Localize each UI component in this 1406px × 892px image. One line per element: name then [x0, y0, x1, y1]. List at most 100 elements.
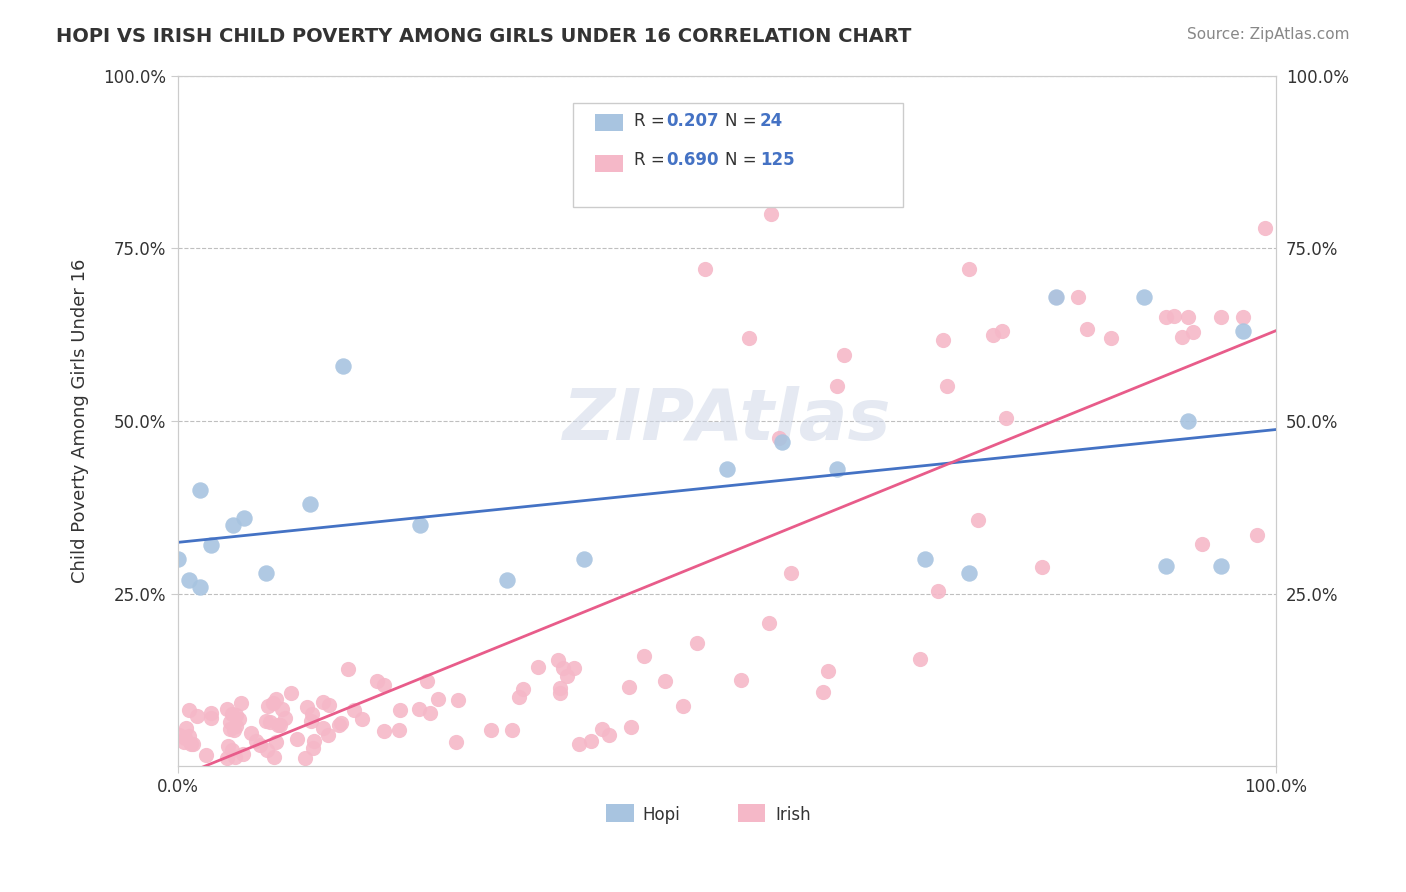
Point [266, 735, 288, 749]
Point [1254, 220, 1277, 235]
Point [254, 714, 277, 728]
Point [957, 262, 980, 277]
Point [568, 737, 591, 751]
Point [215, 701, 238, 715]
Point [1211, 310, 1233, 325]
Point [408, 517, 430, 532]
Point [222, 517, 245, 532]
Point [759, 207, 782, 221]
Point [994, 411, 1017, 425]
Point [239, 725, 262, 739]
Point [1031, 559, 1053, 574]
Point [496, 573, 519, 587]
Point [318, 698, 340, 712]
Point [388, 703, 411, 717]
Point [343, 703, 366, 717]
Point [825, 379, 848, 393]
Point [181, 737, 204, 751]
Point [780, 566, 803, 581]
Point [266, 692, 288, 706]
Point [352, 712, 374, 726]
Point [179, 729, 201, 743]
Point [825, 462, 848, 476]
Point [526, 660, 548, 674]
Point [768, 431, 790, 445]
Point [1163, 309, 1185, 323]
Point [1076, 322, 1098, 336]
Point [302, 741, 325, 756]
Point [957, 566, 980, 580]
Point [501, 723, 523, 738]
Text: R =: R = [634, 151, 669, 169]
Point [1045, 290, 1067, 304]
Point [981, 328, 1004, 343]
Point [299, 714, 322, 729]
Point [932, 333, 955, 347]
Point [312, 695, 335, 709]
Point [232, 510, 254, 524]
Point [551, 661, 574, 675]
Point [332, 359, 354, 373]
Point [416, 674, 439, 689]
Point [221, 743, 243, 757]
Point [1171, 330, 1194, 344]
Point [1211, 559, 1233, 574]
Text: HOPI VS IRISH CHILD POVERTY AMONG GIRLS UNDER 16 CORRELATION CHART: HOPI VS IRISH CHILD POVERTY AMONG GIRLS … [56, 27, 911, 45]
Point [427, 691, 450, 706]
Bar [606, 805, 634, 822]
Point [302, 734, 325, 748]
Point [274, 711, 297, 725]
Text: 24: 24 [761, 112, 783, 130]
Point [200, 711, 222, 725]
Point [548, 681, 571, 695]
Text: N =: N = [725, 112, 762, 130]
Point [245, 734, 267, 748]
Point [479, 723, 502, 738]
Text: 0.207: 0.207 [666, 112, 720, 130]
Point [738, 331, 761, 345]
Point [225, 719, 247, 733]
Point [269, 718, 291, 732]
Point [249, 738, 271, 752]
Point [770, 434, 793, 449]
Point [1045, 290, 1067, 304]
Point [408, 701, 430, 715]
Point [620, 720, 643, 734]
Point [167, 728, 190, 742]
Point [301, 707, 323, 722]
Point [263, 750, 285, 764]
Text: 125: 125 [761, 151, 794, 169]
Point [564, 661, 586, 675]
Point [222, 723, 245, 738]
Point [373, 678, 395, 692]
Y-axis label: Child Poverty Among Girls Under 16: Child Poverty Among Girls Under 16 [72, 259, 89, 583]
Point [758, 616, 780, 631]
Text: Source: ZipAtlas.com: Source: ZipAtlas.com [1187, 27, 1350, 42]
Point [280, 686, 302, 700]
Point [908, 652, 931, 666]
Point [935, 379, 957, 393]
Text: Hopi: Hopi [643, 805, 681, 824]
Point [254, 566, 277, 580]
Point [262, 696, 284, 710]
Point [633, 648, 655, 663]
Point [217, 751, 239, 765]
Point [419, 706, 441, 720]
Point [298, 497, 321, 511]
Point [328, 718, 350, 732]
Point [1099, 331, 1122, 345]
Point [966, 513, 988, 527]
Point [231, 696, 253, 710]
Point [373, 724, 395, 739]
Text: 0.690: 0.690 [666, 151, 718, 169]
Point [267, 718, 290, 732]
Point [811, 685, 834, 699]
Text: Irish: Irish [775, 805, 811, 824]
Point [329, 716, 352, 731]
Point [218, 715, 240, 730]
Point [512, 681, 534, 696]
Point [173, 735, 195, 749]
Point [555, 668, 578, 682]
Point [180, 737, 202, 751]
Point [188, 580, 211, 594]
